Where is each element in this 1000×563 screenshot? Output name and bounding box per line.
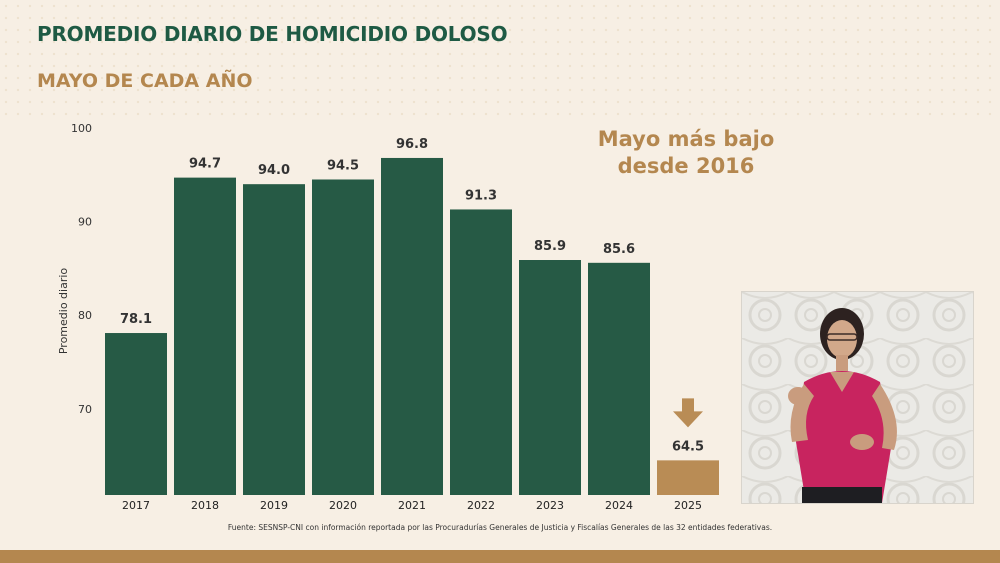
annotation-line-2: desde 2016: [617, 154, 755, 178]
data-label-2020: 94.5: [327, 158, 359, 173]
data-label-2021: 96.8: [396, 137, 428, 152]
source-footnote: Fuente: SESNSP-CNI con información repor…: [227, 523, 773, 532]
x-tick-label-2017: 2017: [122, 499, 150, 512]
chart-subtitle: MAYO DE CADA AÑO: [37, 70, 253, 92]
bar-2020: [312, 179, 374, 495]
data-label-2025: 64.5: [672, 439, 704, 454]
x-tick-label-2024: 2024: [605, 499, 633, 512]
y-tick-label: 100: [71, 122, 92, 135]
data-label-2018: 94.7: [189, 157, 221, 172]
data-label-2019: 94.0: [258, 163, 290, 178]
bar-2017: [105, 333, 167, 495]
footer-bar: [0, 550, 1000, 563]
data-label-2024: 85.6: [603, 242, 635, 257]
background-pattern: [0, 0, 1000, 120]
bar-2021: [381, 157, 443, 496]
bar-2019: [243, 184, 305, 495]
data-label-2022: 91.3: [465, 188, 497, 203]
y-tick-label: 80: [78, 309, 92, 322]
down-arrow-icon: [673, 398, 703, 428]
chart-title: PROMEDIO DIARIO DE HOMICIDIO DOLOSO: [37, 22, 508, 46]
data-label-2017: 78.1: [120, 312, 152, 327]
x-tick-label-2021: 2021: [398, 499, 426, 512]
x-tick-label-2022: 2022: [467, 499, 495, 512]
bar-2025: [657, 460, 719, 495]
data-label-2023: 85.9: [534, 239, 566, 254]
x-tick-label-2023: 2023: [536, 499, 564, 512]
x-tick-label-2020: 2020: [329, 499, 357, 512]
annotation-line-1: Mayo más bajo: [597, 127, 775, 151]
bar-2018: [174, 177, 236, 495]
bar-2024: [588, 262, 650, 495]
y-tick-label: 90: [78, 216, 92, 229]
y-axis-label: Promedio diario: [57, 268, 70, 355]
x-tick-label-2019: 2019: [260, 499, 288, 512]
y-tick-label: 70: [78, 403, 92, 416]
x-tick-label-2018: 2018: [191, 499, 219, 512]
sign-language-interpreter-video: [741, 291, 974, 504]
interpreter-image: [742, 292, 973, 503]
x-tick-label-2025: 2025: [674, 499, 702, 512]
annotation-text: Mayo más bajo desde 2016: [576, 126, 796, 180]
bar-2023: [519, 260, 581, 495]
bar-2022: [450, 209, 512, 495]
